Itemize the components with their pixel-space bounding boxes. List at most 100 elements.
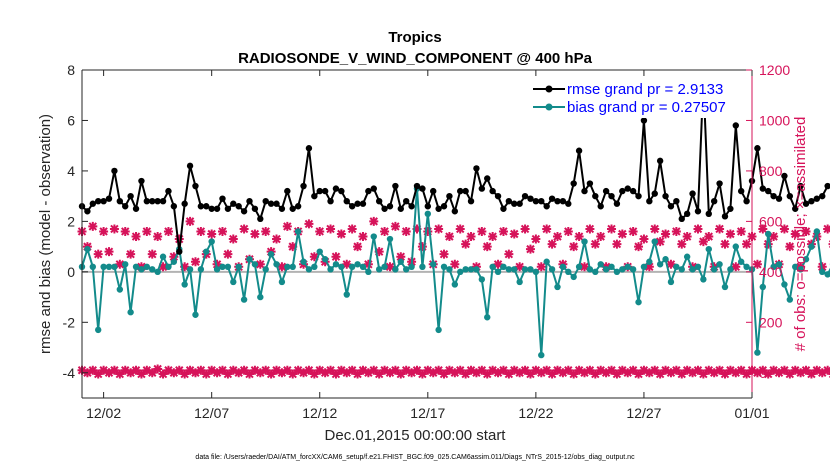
rmse-point: [473, 165, 480, 172]
x-tick-label: 01/01: [734, 405, 769, 421]
rmse-point: [138, 177, 145, 185]
bias-point: [203, 248, 210, 255]
assimilated-point: [196, 365, 206, 375]
bias-point: [332, 261, 340, 268]
rmse-point: [284, 187, 291, 195]
assimilated-point: [396, 369, 406, 379]
rmse-point: [273, 200, 280, 207]
bias-point: [721, 283, 729, 291]
rmse-point: [408, 203, 415, 210]
bias-point: [602, 266, 610, 273]
bias-point: [473, 266, 480, 273]
assimilated-point: [461, 369, 471, 379]
legend-rmse-label: rmse grand pr = 2.9133: [567, 81, 723, 98]
possible-point: [742, 239, 752, 249]
rmse-point: [100, 198, 107, 205]
chart-title: Tropics: [388, 29, 441, 46]
assimilated-point: [282, 365, 292, 375]
x-tick-label: 12/22: [518, 405, 553, 421]
possible-point: [607, 224, 617, 234]
rmse-point: [354, 200, 361, 207]
possible-point: [801, 226, 811, 236]
bias-point: [435, 326, 442, 334]
y-right-tick-label: 600: [759, 213, 783, 229]
possible-point: [531, 234, 541, 244]
rmse-point: [802, 200, 810, 207]
y-tick-label: -2: [63, 314, 76, 330]
bias-point: [354, 261, 361, 268]
possible-point: [682, 232, 692, 242]
bias-point: [732, 243, 739, 250]
rmse-point: [624, 185, 631, 192]
bias-point: [84, 245, 91, 253]
rmse-point: [597, 203, 604, 210]
rmse-point: [159, 198, 167, 205]
assimilated-point: [574, 365, 584, 375]
assimilated-point: [136, 369, 146, 379]
assimilated-point: [801, 365, 811, 375]
possible-point: [315, 226, 325, 236]
bias-point: [624, 263, 631, 270]
x-axis-label: Dec.01,2015 00:00:00 start: [325, 427, 507, 444]
possible-point: [374, 247, 384, 257]
rmse-point: [165, 187, 172, 195]
rmse-point: [192, 182, 199, 190]
rmse-point: [111, 167, 118, 175]
rmse-point: [759, 185, 767, 192]
possible-point: [569, 242, 579, 252]
assimilated-point: [671, 365, 681, 375]
rmse-point: [732, 122, 739, 129]
rmse-point: [721, 213, 729, 220]
bias-point: [586, 266, 594, 273]
rmse-point: [451, 208, 459, 215]
assimilated-point: [466, 365, 476, 375]
bias-point: [467, 266, 475, 273]
assimilated-point: [358, 365, 368, 375]
assimilated-point: [763, 369, 773, 379]
assimilated-point: [428, 368, 438, 378]
assimilated-point: [104, 368, 114, 378]
bias-point: [170, 258, 178, 265]
bias-point: [554, 283, 561, 291]
bias-point: [716, 261, 723, 268]
rmse-point: [219, 195, 226, 202]
possible-point: [720, 239, 730, 249]
possible-point: [661, 229, 671, 239]
bias-point: [781, 281, 788, 288]
possible-point: [580, 262, 589, 272]
bias-point: [667, 278, 675, 286]
assimilated-point: [309, 369, 319, 379]
assimilated-point: [785, 369, 795, 379]
assimilated-point: [817, 368, 827, 378]
bias-point: [165, 263, 172, 270]
assimilated-point: [774, 368, 784, 378]
bias-point: [775, 261, 783, 268]
bias-point: [737, 258, 745, 265]
bias-point: [219, 263, 226, 270]
possible-point: [634, 242, 644, 252]
rmse-point: [505, 198, 513, 205]
rmse-point: [203, 203, 210, 210]
rmse-point: [343, 198, 350, 205]
assimilated-point: [174, 365, 184, 375]
assimilated-point: [450, 368, 460, 378]
possible-point: [493, 259, 503, 269]
assimilated-point: [720, 369, 730, 379]
possible-point: [639, 234, 649, 244]
rmse-point: [375, 198, 383, 205]
assimilated-point: [390, 365, 400, 375]
assimilated-point: [412, 365, 422, 375]
plot-area: [82, 70, 752, 398]
possible-point: [142, 226, 152, 236]
series-possible: [77, 216, 830, 272]
assimilated-point: [401, 365, 411, 375]
y-axis-label-right: # of obs: o=possible; ×=assimilated: [792, 117, 809, 352]
bias-point: [181, 281, 188, 288]
rmse-point: [327, 198, 334, 205]
bias-point: [710, 266, 718, 273]
assimilated-point: [682, 365, 692, 375]
bias-point: [294, 228, 302, 235]
assimilated-point: [147, 368, 157, 378]
bias-point: [678, 266, 685, 273]
bias-point: [683, 253, 691, 260]
